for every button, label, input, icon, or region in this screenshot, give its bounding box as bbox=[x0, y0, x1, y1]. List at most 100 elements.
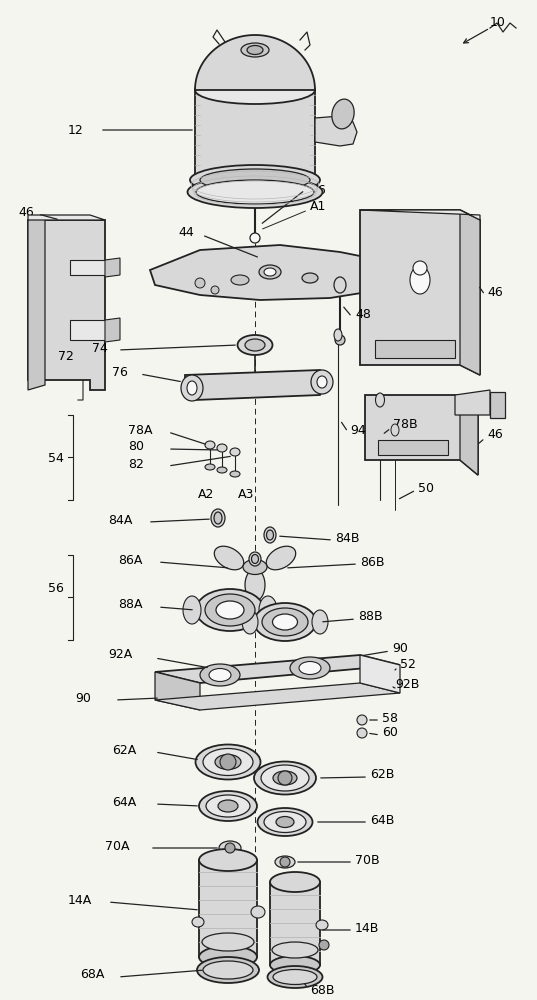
Ellipse shape bbox=[211, 509, 225, 527]
Text: 50: 50 bbox=[418, 482, 434, 494]
Ellipse shape bbox=[205, 441, 215, 449]
Ellipse shape bbox=[225, 843, 235, 853]
Text: 72: 72 bbox=[58, 351, 74, 363]
Polygon shape bbox=[155, 655, 400, 683]
Ellipse shape bbox=[187, 176, 323, 208]
Ellipse shape bbox=[276, 816, 294, 828]
Ellipse shape bbox=[215, 754, 241, 770]
Text: A2: A2 bbox=[198, 488, 214, 502]
Polygon shape bbox=[270, 882, 320, 965]
Text: 86A: 86A bbox=[118, 554, 142, 566]
Ellipse shape bbox=[290, 657, 330, 679]
Text: 94: 94 bbox=[350, 424, 366, 436]
Ellipse shape bbox=[259, 265, 281, 279]
Ellipse shape bbox=[312, 610, 328, 634]
Ellipse shape bbox=[247, 45, 263, 54]
Text: 86B: 86B bbox=[360, 556, 384, 568]
Ellipse shape bbox=[214, 512, 222, 524]
Polygon shape bbox=[70, 320, 105, 340]
Text: 82: 82 bbox=[128, 458, 144, 471]
Text: 14B: 14B bbox=[355, 922, 379, 934]
Ellipse shape bbox=[273, 771, 297, 785]
Ellipse shape bbox=[181, 375, 203, 401]
Ellipse shape bbox=[230, 471, 240, 477]
Ellipse shape bbox=[199, 849, 257, 871]
Polygon shape bbox=[185, 370, 330, 400]
Ellipse shape bbox=[195, 278, 205, 288]
Ellipse shape bbox=[272, 614, 297, 630]
Ellipse shape bbox=[266, 546, 296, 570]
Ellipse shape bbox=[375, 393, 384, 407]
Ellipse shape bbox=[195, 76, 315, 104]
Text: 78A: 78A bbox=[128, 424, 153, 436]
Ellipse shape bbox=[190, 165, 320, 195]
Ellipse shape bbox=[206, 795, 250, 817]
Text: 90: 90 bbox=[392, 642, 408, 654]
Ellipse shape bbox=[311, 370, 333, 394]
Text: 68B: 68B bbox=[310, 984, 335, 996]
Ellipse shape bbox=[259, 596, 277, 624]
Ellipse shape bbox=[335, 335, 345, 345]
Ellipse shape bbox=[245, 339, 265, 351]
Text: 88B: 88B bbox=[358, 610, 383, 624]
Ellipse shape bbox=[192, 917, 204, 927]
Polygon shape bbox=[365, 395, 478, 475]
Ellipse shape bbox=[264, 527, 276, 543]
Ellipse shape bbox=[218, 800, 238, 812]
Polygon shape bbox=[199, 860, 257, 957]
Text: 54: 54 bbox=[48, 452, 64, 464]
Polygon shape bbox=[70, 260, 105, 275]
Ellipse shape bbox=[205, 464, 215, 470]
Text: 14A: 14A bbox=[68, 894, 92, 906]
Text: 92A: 92A bbox=[108, 648, 132, 662]
Ellipse shape bbox=[199, 946, 257, 968]
Text: A3: A3 bbox=[238, 488, 255, 502]
Polygon shape bbox=[360, 210, 480, 375]
Ellipse shape bbox=[261, 765, 309, 791]
Text: 60: 60 bbox=[382, 726, 398, 740]
Text: 10: 10 bbox=[490, 15, 506, 28]
Ellipse shape bbox=[262, 608, 308, 636]
Ellipse shape bbox=[211, 286, 219, 294]
Ellipse shape bbox=[200, 169, 310, 191]
Ellipse shape bbox=[217, 467, 227, 473]
Polygon shape bbox=[378, 440, 448, 455]
Text: 64B: 64B bbox=[370, 814, 394, 826]
Text: 84B: 84B bbox=[335, 532, 359, 544]
Text: 66: 66 bbox=[310, 184, 326, 196]
Polygon shape bbox=[28, 220, 105, 390]
Text: A1: A1 bbox=[310, 200, 326, 214]
Text: 74: 74 bbox=[92, 342, 108, 355]
Polygon shape bbox=[28, 215, 45, 390]
Ellipse shape bbox=[241, 43, 269, 57]
Text: 64A: 64A bbox=[112, 796, 136, 808]
Text: 78B: 78B bbox=[393, 418, 418, 432]
Ellipse shape bbox=[254, 603, 316, 641]
Polygon shape bbox=[28, 215, 105, 220]
Text: 62A: 62A bbox=[112, 744, 136, 756]
Text: 46: 46 bbox=[18, 206, 34, 219]
Polygon shape bbox=[360, 210, 480, 220]
Ellipse shape bbox=[278, 771, 292, 785]
Ellipse shape bbox=[317, 376, 327, 388]
Ellipse shape bbox=[203, 961, 253, 979]
Ellipse shape bbox=[203, 748, 253, 776]
Ellipse shape bbox=[249, 552, 261, 566]
Ellipse shape bbox=[245, 569, 265, 601]
Ellipse shape bbox=[264, 812, 306, 832]
Ellipse shape bbox=[254, 762, 316, 794]
Ellipse shape bbox=[357, 715, 367, 725]
Ellipse shape bbox=[199, 791, 257, 821]
Ellipse shape bbox=[258, 808, 313, 836]
Text: 44: 44 bbox=[178, 226, 194, 238]
Ellipse shape bbox=[302, 273, 318, 283]
Ellipse shape bbox=[332, 99, 354, 129]
Ellipse shape bbox=[231, 275, 249, 285]
Ellipse shape bbox=[250, 233, 260, 243]
Ellipse shape bbox=[270, 956, 320, 974]
Text: 46: 46 bbox=[487, 286, 503, 298]
Polygon shape bbox=[460, 395, 478, 475]
Ellipse shape bbox=[243, 560, 267, 574]
Text: 70A: 70A bbox=[105, 840, 129, 852]
Ellipse shape bbox=[273, 970, 317, 984]
